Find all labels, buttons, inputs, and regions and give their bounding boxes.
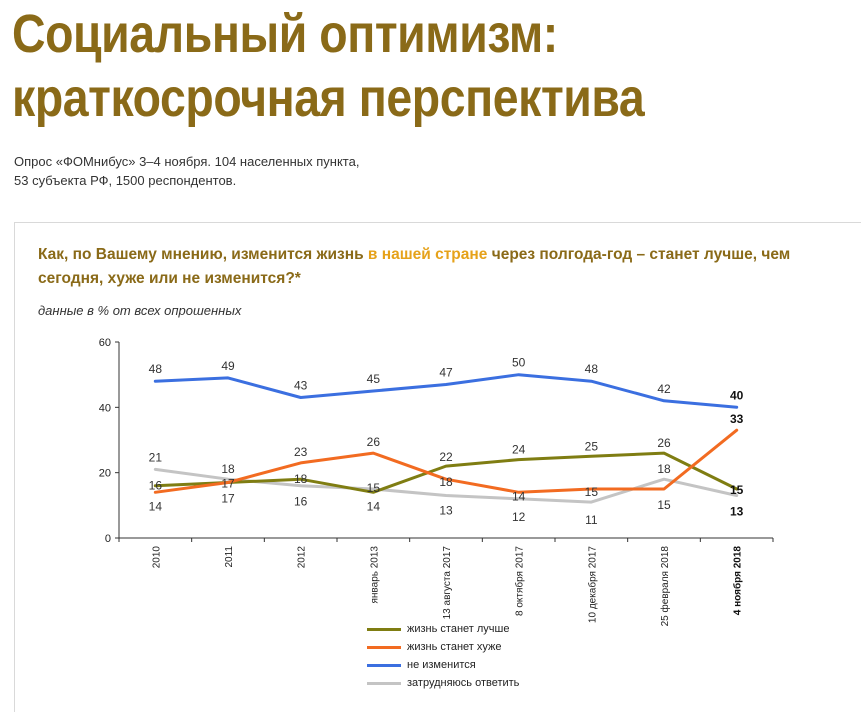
page-title-line-2: краткосрочная перспектива <box>12 68 645 128</box>
data-label: 14 <box>149 499 163 513</box>
data-label: 15 <box>730 483 744 497</box>
data-label: 15 <box>585 485 599 499</box>
x-tick-label: 13 августа 2017 <box>442 546 453 620</box>
chart-card: Как, по Вашему мнению, изменится жизнь в… <box>14 222 861 712</box>
data-label: 13 <box>730 505 744 519</box>
series-line-1 <box>153 451 739 494</box>
legend-swatch <box>367 663 401 667</box>
series-line-2 <box>153 428 739 494</box>
y-tick-label: 0 <box>105 533 111 545</box>
y-tick-label: 60 <box>99 337 111 349</box>
y-tick-label: 40 <box>99 402 111 414</box>
data-label: 49 <box>221 359 235 373</box>
y-tick-label: 20 <box>99 468 111 480</box>
x-tick-label: январь 2013 <box>369 546 380 604</box>
data-label: 26 <box>367 435 381 449</box>
x-tick-label: 10 декабря 2017 <box>586 546 598 624</box>
survey-description: Опрос «ФОМнибус» 3–4 ноября. 104 населен… <box>14 152 359 190</box>
survey-question-highlight: в нашей стране <box>367 246 488 263</box>
data-label: 13 <box>439 504 453 518</box>
legend-label: не изменится <box>407 659 476 671</box>
data-label: 21 <box>149 450 163 464</box>
data-label: 25 <box>585 439 599 453</box>
legend-label: жизнь станет лучше <box>407 623 510 635</box>
data-label: 18 <box>294 472 308 486</box>
survey-question-text-start: Как, по Вашему мнению, изменится жизнь <box>38 246 368 263</box>
data-units-note: данные в % от всех опрошенных <box>38 303 242 318</box>
data-label: 23 <box>294 445 308 459</box>
data-label: 50 <box>512 356 526 370</box>
line-chart: 0 20 40 60 2010 2011 2012 январь 2013 13 августа… <box>99 337 774 627</box>
data-label: 24 <box>512 443 526 457</box>
data-label: 15 <box>657 498 671 512</box>
data-label: 17 <box>221 491 235 505</box>
legend-swatch <box>367 645 401 649</box>
data-label: 42 <box>657 382 671 396</box>
data-label: 14 <box>512 489 526 503</box>
survey-description-line-2: 53 субъекта РФ, 1500 респондентов. <box>14 173 237 188</box>
legend-label: жизнь станет хуже <box>407 641 502 653</box>
survey-question-text-end: через полгода-год – станет лучше, чем се… <box>38 246 791 287</box>
page-title-line-1: Социальный оптимизм: <box>12 4 558 64</box>
data-label: 18 <box>221 462 235 476</box>
data-label: 33 <box>730 412 744 426</box>
x-tick-label: 4 ноября 2018 <box>732 546 744 616</box>
legend-item: затрудняюсь ответить <box>367 677 519 689</box>
page-title: Социальный оптимизм: краткосрочная персп… <box>12 2 645 130</box>
data-label: 11 <box>585 513 598 527</box>
series-line-3 <box>153 373 739 409</box>
legend-item: жизнь станет лучше <box>367 623 509 635</box>
legend-swatch <box>367 681 401 685</box>
data-label: 48 <box>585 362 599 376</box>
legend-label: затрудняюсь ответить <box>407 677 520 689</box>
data-label: 17 <box>221 476 235 490</box>
data-label: 12 <box>512 510 526 524</box>
x-tick-label: 2012 <box>297 546 308 569</box>
data-label: 16 <box>294 495 308 509</box>
data-label: 47 <box>439 365 453 379</box>
survey-question: Как, по Вашему мнению, изменится жизнь в… <box>38 243 838 291</box>
data-label: 18 <box>439 475 453 489</box>
x-tick-label: 2010 <box>151 546 162 569</box>
data-label: 18 <box>657 462 671 476</box>
data-label: 40 <box>730 388 744 402</box>
x-tick-label: 8 октября 2017 <box>514 546 526 616</box>
data-label: 16 <box>149 479 163 493</box>
data-label: 43 <box>294 379 308 393</box>
legend-swatch <box>367 627 401 631</box>
legend-item: жизнь станет хуже <box>367 641 501 653</box>
x-tick-label: 2011 <box>224 546 235 568</box>
survey-description-line-1: Опрос «ФОМнибус» 3–4 ноября. 104 населен… <box>14 154 360 169</box>
data-label: 22 <box>439 450 453 464</box>
data-label: 14 <box>367 499 381 513</box>
data-label: 48 <box>149 362 163 376</box>
legend-item: не изменится <box>367 659 476 671</box>
data-label: 26 <box>657 436 671 450</box>
data-label: 15 <box>367 481 381 495</box>
data-label: 45 <box>367 372 381 386</box>
x-tick-label: 25 февраля 2018 <box>659 546 671 627</box>
